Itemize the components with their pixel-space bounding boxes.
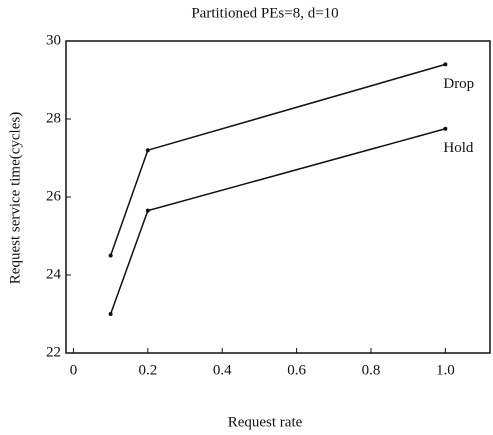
y-tick-label: 24 <box>46 266 62 282</box>
y-tick-label: 30 <box>46 32 61 48</box>
point <box>443 62 448 67</box>
series-label: Hold <box>443 140 474 156</box>
plot-frame <box>65 40 491 354</box>
x-axis-label: Request rate <box>228 414 303 430</box>
chart-title: Partitioned PEs=8, d=10 <box>191 5 338 21</box>
x-tick-label: 0.2 <box>138 362 157 378</box>
y-tick-label: 26 <box>46 188 62 204</box>
point <box>145 148 150 153</box>
x-tick-label: 0.6 <box>287 362 306 378</box>
point <box>108 312 113 316</box>
series-line <box>109 63 446 256</box>
series-label: Drop <box>443 76 474 92</box>
series-line <box>109 128 446 315</box>
point <box>108 253 113 258</box>
point <box>145 208 150 213</box>
x-tick-label: 0 <box>70 362 78 378</box>
point <box>443 126 448 131</box>
x-tick-label: 1.0 <box>436 362 455 378</box>
x-tick-label: 0.8 <box>362 362 381 378</box>
y-axis-label: Request service time(cycles) <box>7 112 23 284</box>
y-tick-label: 22 <box>46 344 61 360</box>
x-tick-label: 0.4 <box>213 362 232 378</box>
y-tick-label: 28 <box>46 110 61 126</box>
